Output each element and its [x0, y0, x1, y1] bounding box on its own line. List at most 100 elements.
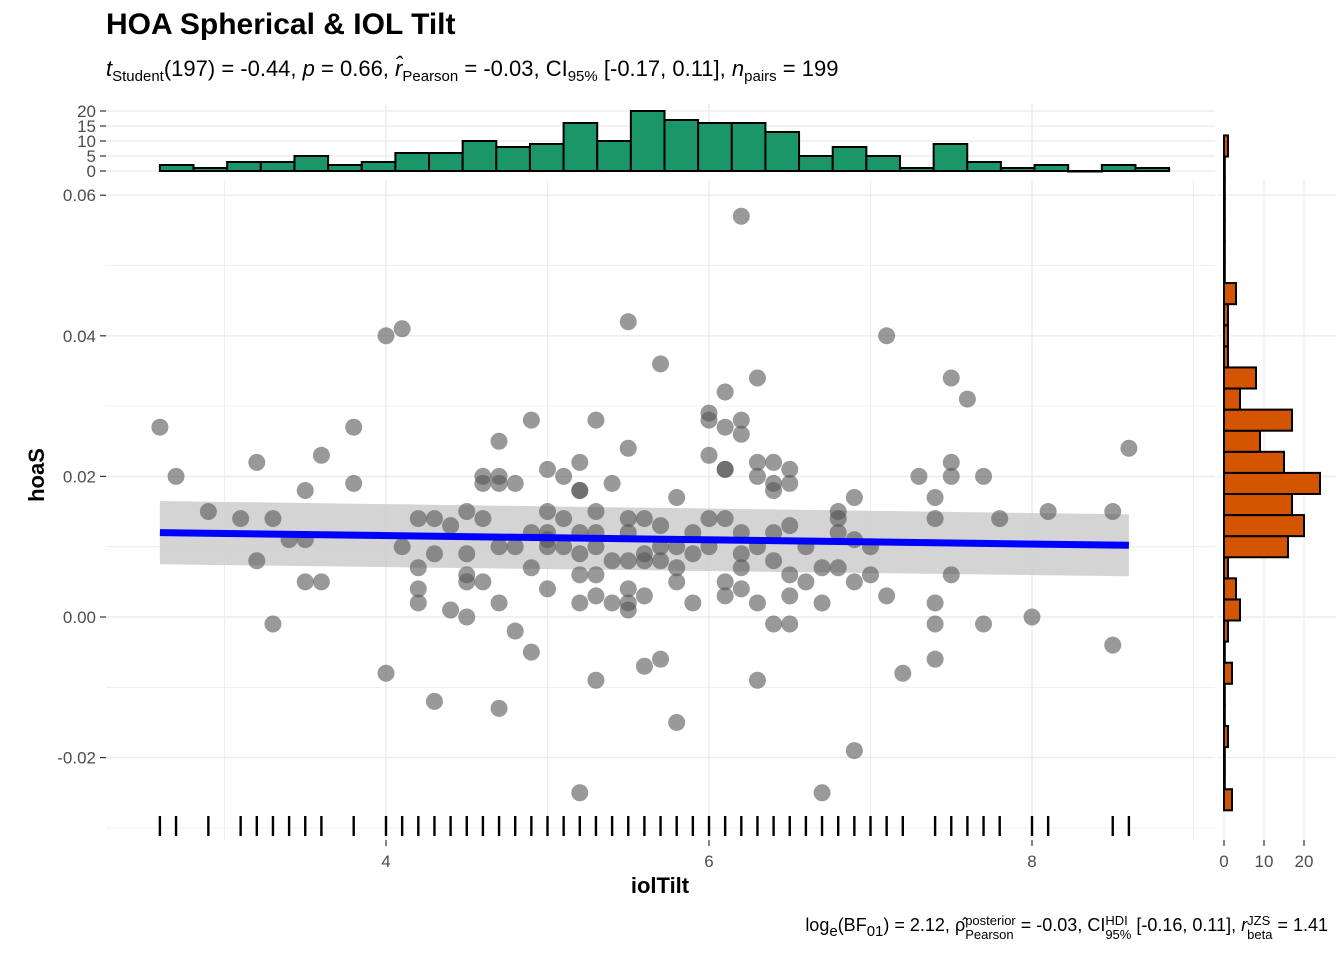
scatter-point	[716, 573, 734, 591]
y-tick-label: 0.06	[63, 186, 96, 205]
scatter-point	[878, 327, 896, 345]
right-hist-bar	[1223, 197, 1226, 221]
scatter-point	[829, 524, 847, 542]
scatter-point	[296, 481, 314, 499]
r-beta-value: = 1.41	[1277, 915, 1328, 935]
scatter-point	[587, 411, 605, 429]
scatter-point	[571, 453, 589, 471]
right-hist-bar	[1223, 767, 1226, 791]
scatter-point	[490, 538, 508, 556]
scatter-point	[716, 460, 734, 478]
top-hist-bar	[327, 164, 363, 172]
scatter-point	[1120, 439, 1138, 457]
scatter-point	[716, 418, 734, 436]
scatter-point	[458, 545, 476, 563]
scatter-point	[248, 453, 266, 471]
scatter-point	[425, 692, 443, 710]
scatter-point	[797, 573, 815, 591]
scatter-point	[619, 313, 637, 331]
scatter-point	[312, 446, 330, 464]
scatter-point	[442, 601, 460, 619]
scatter-point	[748, 671, 766, 689]
scatter-point	[635, 587, 653, 605]
scatter-point	[1023, 608, 1041, 626]
scatter-point	[732, 545, 750, 563]
scatter-point	[458, 608, 476, 626]
scatter-point	[748, 594, 766, 612]
right-hist-bar	[1223, 598, 1241, 622]
right-hist-tick-label: 10	[1255, 852, 1274, 871]
scatter-point	[652, 650, 670, 668]
y-tick-label: 0.04	[63, 327, 96, 346]
top-hist-bar	[1033, 164, 1070, 172]
scatter-point	[587, 503, 605, 521]
scatter-point	[781, 517, 799, 535]
scatter-point	[684, 594, 702, 612]
top-hist-bar	[999, 167, 1036, 172]
scatter-point	[248, 552, 266, 570]
scatter-point	[506, 622, 524, 640]
right-hist-bar	[1223, 218, 1226, 242]
rug-marks	[158, 816, 1131, 836]
right-hist-bar	[1223, 746, 1226, 770]
scatter-point	[700, 446, 718, 464]
rho-sup: posterior	[965, 913, 1016, 928]
ci-interval: [-0.17, 0.11],	[603, 56, 726, 81]
scatter-point	[587, 538, 605, 556]
right-hist-bar	[1223, 619, 1229, 643]
right-hist-bar	[1223, 429, 1261, 453]
right-hist-tick-label: 0	[1219, 852, 1228, 871]
bf-subscript: 01	[866, 923, 884, 940]
right-hist-bar	[1223, 577, 1237, 601]
n-value: = 199	[782, 56, 839, 81]
ci-bayes-interval: [-0.16, 0.11],	[1136, 915, 1237, 935]
regression-line-group	[159, 529, 1129, 549]
scatter-point	[619, 552, 637, 570]
scatter-point	[571, 784, 589, 802]
top-hist-bar	[528, 143, 565, 172]
scatter-point	[748, 369, 766, 387]
right-hist-bar	[1223, 408, 1293, 432]
right-hist-bar	[1223, 556, 1229, 580]
scatter-point	[619, 580, 637, 598]
scatter-point	[522, 559, 540, 577]
scatter-point	[910, 467, 928, 485]
scatter-point	[1039, 503, 1057, 521]
scatter-point	[668, 488, 686, 506]
scatter-point	[296, 573, 314, 591]
right-hist-bar	[1223, 260, 1226, 285]
top-hist-bar	[293, 155, 330, 172]
scatter-point	[571, 594, 589, 612]
scatter-point	[748, 453, 766, 471]
right-hist-bar	[1223, 514, 1305, 538]
scatter-point	[781, 474, 799, 492]
scatter-point	[555, 538, 573, 556]
x-tick-label: 6	[704, 852, 713, 871]
ci-sup: HDI	[1105, 913, 1128, 928]
scatter-point	[490, 699, 508, 717]
x-axis-label: iolTilt	[631, 873, 690, 898]
top-hist-bar	[697, 122, 733, 172]
scatter-points	[151, 207, 1138, 802]
bf-value: ) = 2.12,	[883, 915, 950, 935]
scatter-point	[522, 643, 540, 661]
top-hist-bar	[865, 155, 901, 172]
r-value: = -0.03, CI	[464, 56, 568, 81]
scatter-point	[765, 552, 783, 570]
r-sub: beta	[1247, 927, 1273, 942]
right-hist-bar	[1223, 450, 1285, 474]
scatter-point	[845, 488, 863, 506]
right-hist-bar	[1223, 535, 1289, 559]
scatter-point	[474, 573, 492, 591]
top-hist-bar	[1100, 164, 1137, 172]
scatter-point	[1104, 636, 1122, 654]
scatter-point	[732, 207, 750, 225]
scatter-point	[926, 488, 944, 506]
scatter-point	[732, 425, 750, 443]
right-hist-bar	[1223, 134, 1229, 158]
right-hist-tick-label: 20	[1295, 852, 1314, 871]
scatter-point	[635, 510, 653, 528]
chart-subtitle: tStudent(197) = -0.44, p = 0.66, r̂Pears…	[106, 56, 839, 85]
scatter-point	[490, 474, 508, 492]
top-hist-bar	[730, 122, 767, 172]
